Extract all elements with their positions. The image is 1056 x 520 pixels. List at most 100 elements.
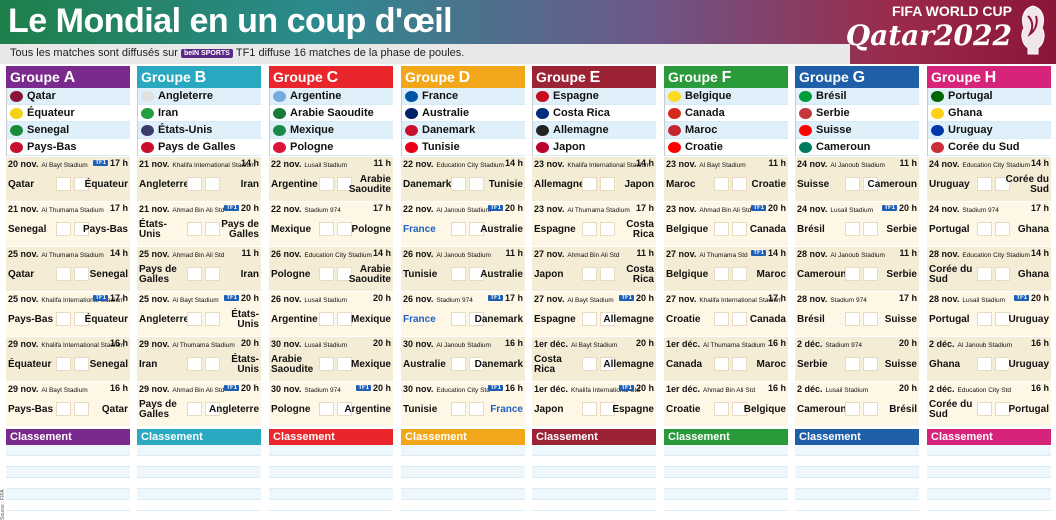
away-score-box[interactable] [337, 177, 352, 191]
home-score-box[interactable] [319, 312, 334, 326]
away-score-box[interactable] [732, 177, 747, 191]
home-score-box[interactable] [187, 312, 202, 326]
classement-row[interactable] [532, 478, 656, 489]
classement-row[interactable] [137, 478, 261, 489]
away-score-box[interactable] [600, 357, 615, 371]
home-score-box[interactable] [845, 222, 860, 236]
classement-row[interactable] [532, 500, 656, 511]
classement-row[interactable] [664, 478, 788, 489]
classement-row[interactable] [664, 467, 788, 478]
away-score-box[interactable] [732, 402, 747, 416]
away-score-box[interactable] [863, 267, 878, 281]
home-score-box[interactable] [451, 357, 466, 371]
classement-row[interactable] [401, 467, 525, 478]
home-score-box[interactable] [56, 267, 71, 281]
away-score-box[interactable] [863, 357, 878, 371]
home-score-box[interactable] [56, 357, 71, 371]
home-score-box[interactable] [582, 267, 597, 281]
classement-row[interactable] [927, 456, 1051, 467]
away-score-box[interactable] [732, 267, 747, 281]
classement-row[interactable] [927, 500, 1051, 511]
home-score-box[interactable] [187, 177, 202, 191]
away-score-box[interactable] [337, 357, 352, 371]
classement-row[interactable] [795, 445, 919, 456]
classement-row[interactable] [927, 478, 1051, 489]
away-score-box[interactable] [995, 402, 1010, 416]
away-score-box[interactable] [74, 267, 89, 281]
home-score-box[interactable] [977, 402, 992, 416]
away-score-box[interactable] [74, 357, 89, 371]
home-score-box[interactable] [714, 312, 729, 326]
home-score-box[interactable] [582, 177, 597, 191]
away-score-box[interactable] [337, 402, 352, 416]
classement-row[interactable] [269, 500, 393, 511]
home-score-box[interactable] [451, 402, 466, 416]
home-score-box[interactable] [319, 402, 334, 416]
home-score-box[interactable] [187, 222, 202, 236]
away-score-box[interactable] [600, 177, 615, 191]
home-score-box[interactable] [56, 402, 71, 416]
classement-row[interactable] [6, 456, 130, 467]
classement-row[interactable] [6, 489, 130, 500]
home-score-box[interactable] [319, 357, 334, 371]
classement-row[interactable] [532, 489, 656, 500]
classement-row[interactable] [269, 478, 393, 489]
classement-row[interactable] [532, 467, 656, 478]
away-score-box[interactable] [732, 222, 747, 236]
away-score-box[interactable] [600, 267, 615, 281]
away-score-box[interactable] [205, 267, 220, 281]
home-score-box[interactable] [582, 402, 597, 416]
home-score-box[interactable] [714, 402, 729, 416]
away-score-box[interactable] [469, 402, 484, 416]
away-score-box[interactable] [995, 312, 1010, 326]
classement-row[interactable] [6, 500, 130, 511]
away-score-box[interactable] [205, 357, 220, 371]
away-score-box[interactable] [469, 312, 484, 326]
home-score-box[interactable] [187, 402, 202, 416]
home-score-box[interactable] [582, 222, 597, 236]
away-score-box[interactable] [469, 357, 484, 371]
home-score-box[interactable] [845, 357, 860, 371]
home-score-box[interactable] [714, 357, 729, 371]
away-score-box[interactable] [863, 312, 878, 326]
classement-row[interactable] [795, 500, 919, 511]
home-score-box[interactable] [319, 267, 334, 281]
classement-row[interactable] [137, 467, 261, 478]
classement-row[interactable] [927, 445, 1051, 456]
home-score-box[interactable] [977, 267, 992, 281]
away-score-box[interactable] [863, 177, 878, 191]
home-score-box[interactable] [56, 177, 71, 191]
home-score-box[interactable] [451, 267, 466, 281]
away-score-box[interactable] [205, 222, 220, 236]
away-score-box[interactable] [469, 222, 484, 236]
home-score-box[interactable] [56, 312, 71, 326]
away-score-box[interactable] [337, 312, 352, 326]
away-score-box[interactable] [863, 222, 878, 236]
away-score-box[interactable] [600, 402, 615, 416]
away-score-box[interactable] [600, 222, 615, 236]
home-score-box[interactable] [845, 402, 860, 416]
home-score-box[interactable] [714, 177, 729, 191]
home-score-box[interactable] [582, 357, 597, 371]
home-score-box[interactable] [845, 312, 860, 326]
home-score-box[interactable] [977, 222, 992, 236]
home-score-box[interactable] [845, 177, 860, 191]
home-score-box[interactable] [714, 222, 729, 236]
home-score-box[interactable] [451, 177, 466, 191]
classement-row[interactable] [137, 489, 261, 500]
home-score-box[interactable] [319, 177, 334, 191]
home-score-box[interactable] [187, 357, 202, 371]
away-score-box[interactable] [205, 177, 220, 191]
classement-row[interactable] [664, 489, 788, 500]
classement-row[interactable] [401, 445, 525, 456]
classement-row[interactable] [795, 456, 919, 467]
away-score-box[interactable] [732, 357, 747, 371]
away-score-box[interactable] [74, 312, 89, 326]
classement-row[interactable] [6, 478, 130, 489]
home-score-box[interactable] [977, 357, 992, 371]
classement-row[interactable] [269, 467, 393, 478]
classement-row[interactable] [927, 489, 1051, 500]
classement-row[interactable] [6, 445, 130, 456]
away-score-box[interactable] [469, 267, 484, 281]
classement-row[interactable] [795, 489, 919, 500]
